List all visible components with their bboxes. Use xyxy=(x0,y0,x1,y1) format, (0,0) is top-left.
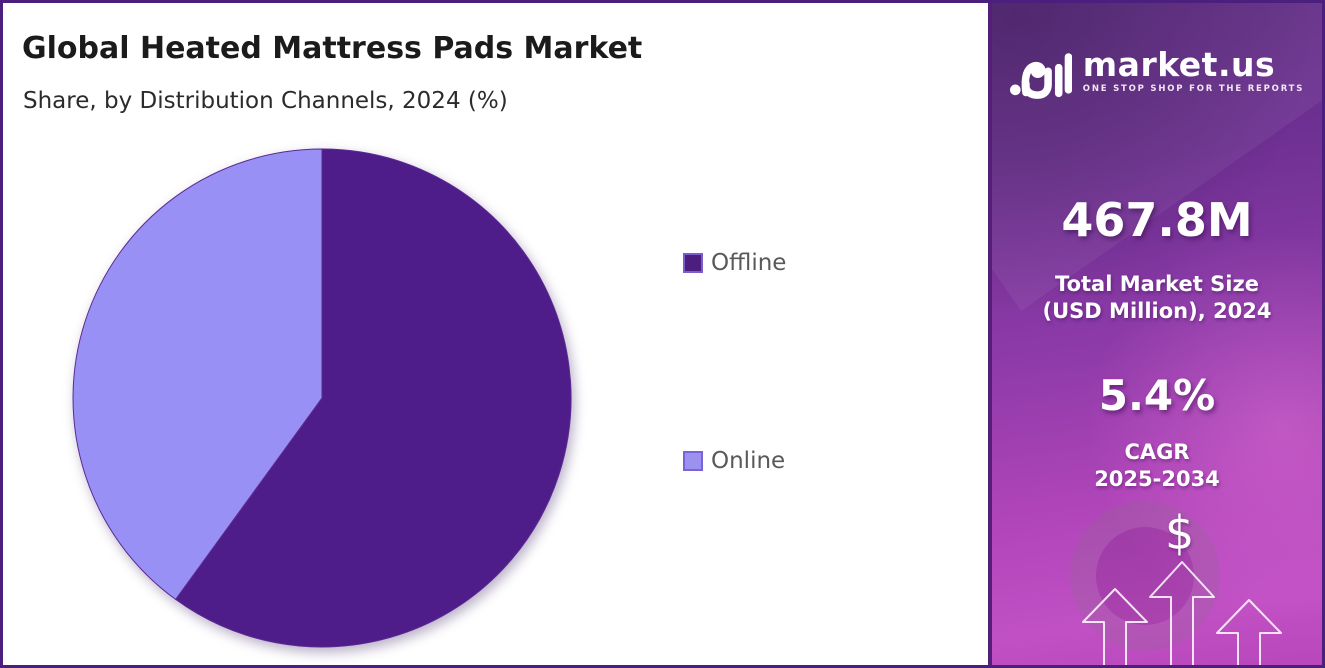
market-size-label-line2: (USD Million), 2024 xyxy=(1042,299,1272,324)
market-us-logo-icon xyxy=(1009,53,1072,99)
legend-item-offline: Offline xyxy=(683,250,786,276)
market-size-label-line1: Total Market Size xyxy=(1055,272,1259,296)
dollar-icon: $ xyxy=(1165,506,1195,560)
logo-dot xyxy=(1009,84,1021,96)
logo-text: market.us ONE STOP SHOP FOR THE REPORTS xyxy=(1082,44,1305,95)
logo-curl xyxy=(1021,61,1046,97)
cagr-label: CAGR 2025-2034 xyxy=(992,439,1322,494)
growth-arrow-left xyxy=(1082,588,1148,665)
market-size-value: 467.8M xyxy=(1061,193,1253,247)
growth-arrow-middle xyxy=(1149,561,1215,665)
growth-arrow-right xyxy=(1216,599,1282,665)
legend-label-online: Online xyxy=(711,448,786,474)
legend-label-offline: Offline xyxy=(711,250,787,276)
page-title: Global Heated Mattress Pads Market xyxy=(22,31,643,66)
legend-marker-offline xyxy=(683,253,703,273)
logo-tagline: ONE STOP SHOP FOR THE REPORTS xyxy=(1082,84,1305,95)
chart-legend: Offline Online xyxy=(683,250,786,474)
market-size-label: Total Market Size (USD Million), 2024 xyxy=(992,271,1322,326)
pie-slice-online xyxy=(72,148,323,601)
pie-chart-svg xyxy=(72,148,572,648)
pie-chart xyxy=(71,147,573,649)
cagr-value: 5.4% xyxy=(1098,371,1216,420)
logo-u-stroke xyxy=(1021,67,1052,99)
legend-marker-online xyxy=(683,451,703,471)
growth-arrows-icon xyxy=(1082,561,1282,665)
brand-panel: market.us ONE STOP SHOP FOR THE REPORTS … xyxy=(988,3,1322,665)
cagr-label-line2: 2025-2034 xyxy=(1094,467,1220,492)
cagr-label-line1: CAGR xyxy=(1124,440,1190,464)
market-us-logo: market.us ONE STOP SHOP FOR THE REPORTS xyxy=(992,43,1322,99)
pie-slice-offline xyxy=(174,148,572,648)
logo-brand: market.us xyxy=(1082,44,1276,84)
legend-item-online: Online xyxy=(683,448,786,474)
page-subtitle: Share, by Distribution Channels, 2024 (%… xyxy=(23,88,508,114)
